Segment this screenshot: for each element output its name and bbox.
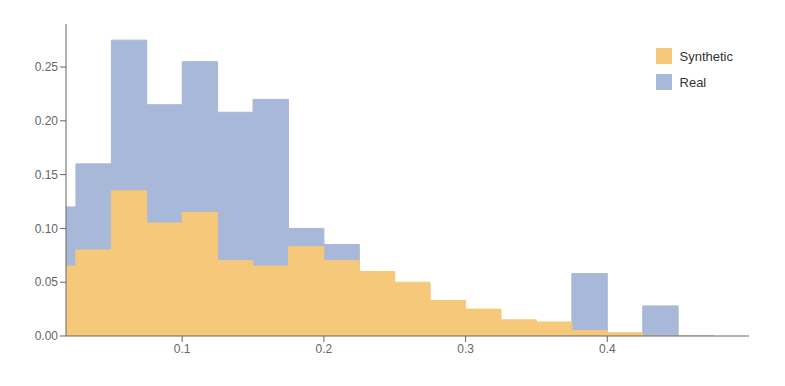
svg-text:0.25: 0.25 <box>35 60 59 74</box>
svg-text:0.00: 0.00 <box>35 329 59 343</box>
svg-text:0.20: 0.20 <box>35 114 59 128</box>
svg-text:0.2: 0.2 <box>316 342 333 356</box>
html-text:Synthetic: Synthetic <box>679 48 733 64</box>
svg-text:0.10: 0.10 <box>35 222 59 236</box>
html-text:Real: Real <box>679 74 707 90</box>
svg-text:0.15: 0.15 <box>35 168 59 182</box>
svg-text:0.4: 0.4 <box>599 342 616 356</box>
svg-text:0.3: 0.3 <box>457 342 474 356</box>
svg-text:0.1: 0.1 <box>174 342 191 356</box>
svg-text:0.05: 0.05 <box>35 275 59 289</box>
